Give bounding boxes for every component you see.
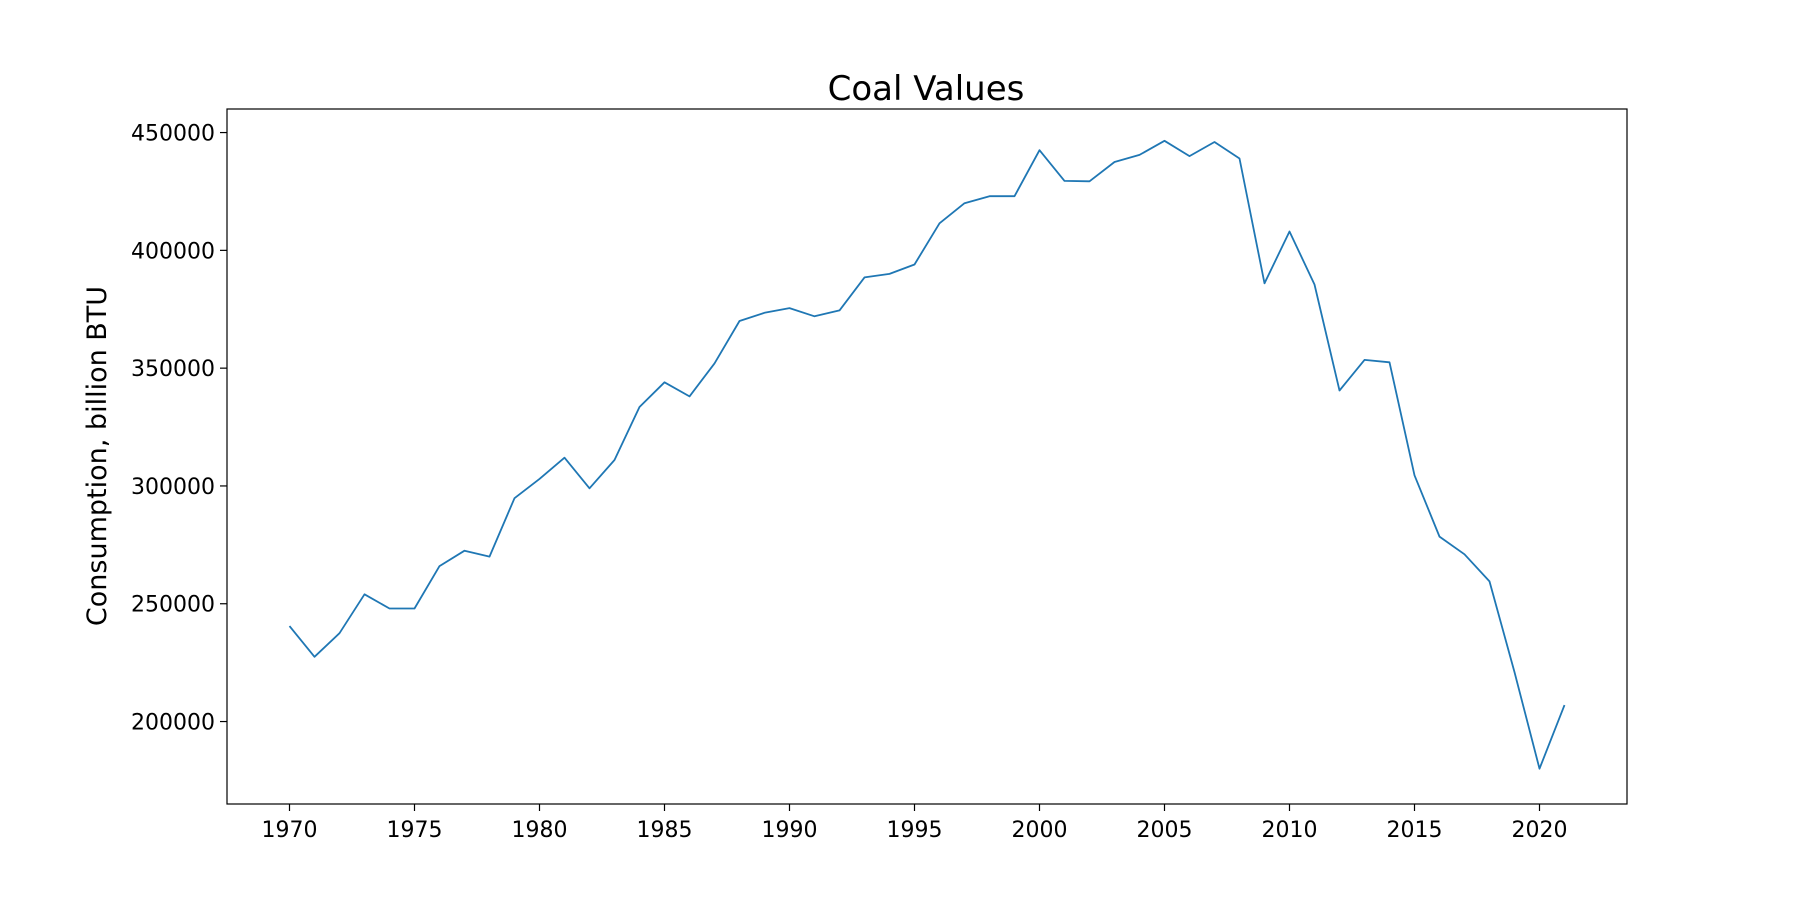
x-tick-label: 1970 [262,818,318,843]
y-axis-ticks: 200000 250000 300000 350000 400000 450000 [131,122,227,736]
x-axis-ticks: 1970 1975 1980 1985 1990 1995 2000 2005 2010 2015… [262,804,1568,843]
x-tick-label: 1975 [387,818,443,843]
y-tick-label: 250000 [131,593,215,618]
x-tick-label: 2010 [1262,818,1318,843]
x-tick-label: 1985 [637,818,693,843]
x-tick-label: 2000 [1012,818,1068,843]
y-tick-label: 400000 [131,239,215,264]
x-tick-label: 2020 [1512,818,1568,843]
x-tick-label: 2005 [1137,818,1193,843]
series-line-coal [288,139,1566,770]
x-tick-label: 1980 [512,818,568,843]
y-tick-label: 300000 [131,475,215,500]
chart-title: Coal Values [828,69,1025,109]
y-tick-label: 450000 [131,122,215,147]
y-tick-label: 350000 [131,357,215,382]
x-tick-label: 2015 [1387,818,1443,843]
plot-frame [226,108,1628,805]
x-tick-label: 1990 [762,818,818,843]
y-tick-label: 200000 [131,711,215,736]
y-axis-label: Consumption, billion BTU [82,286,113,626]
x-tick-label: 1995 [887,818,943,843]
